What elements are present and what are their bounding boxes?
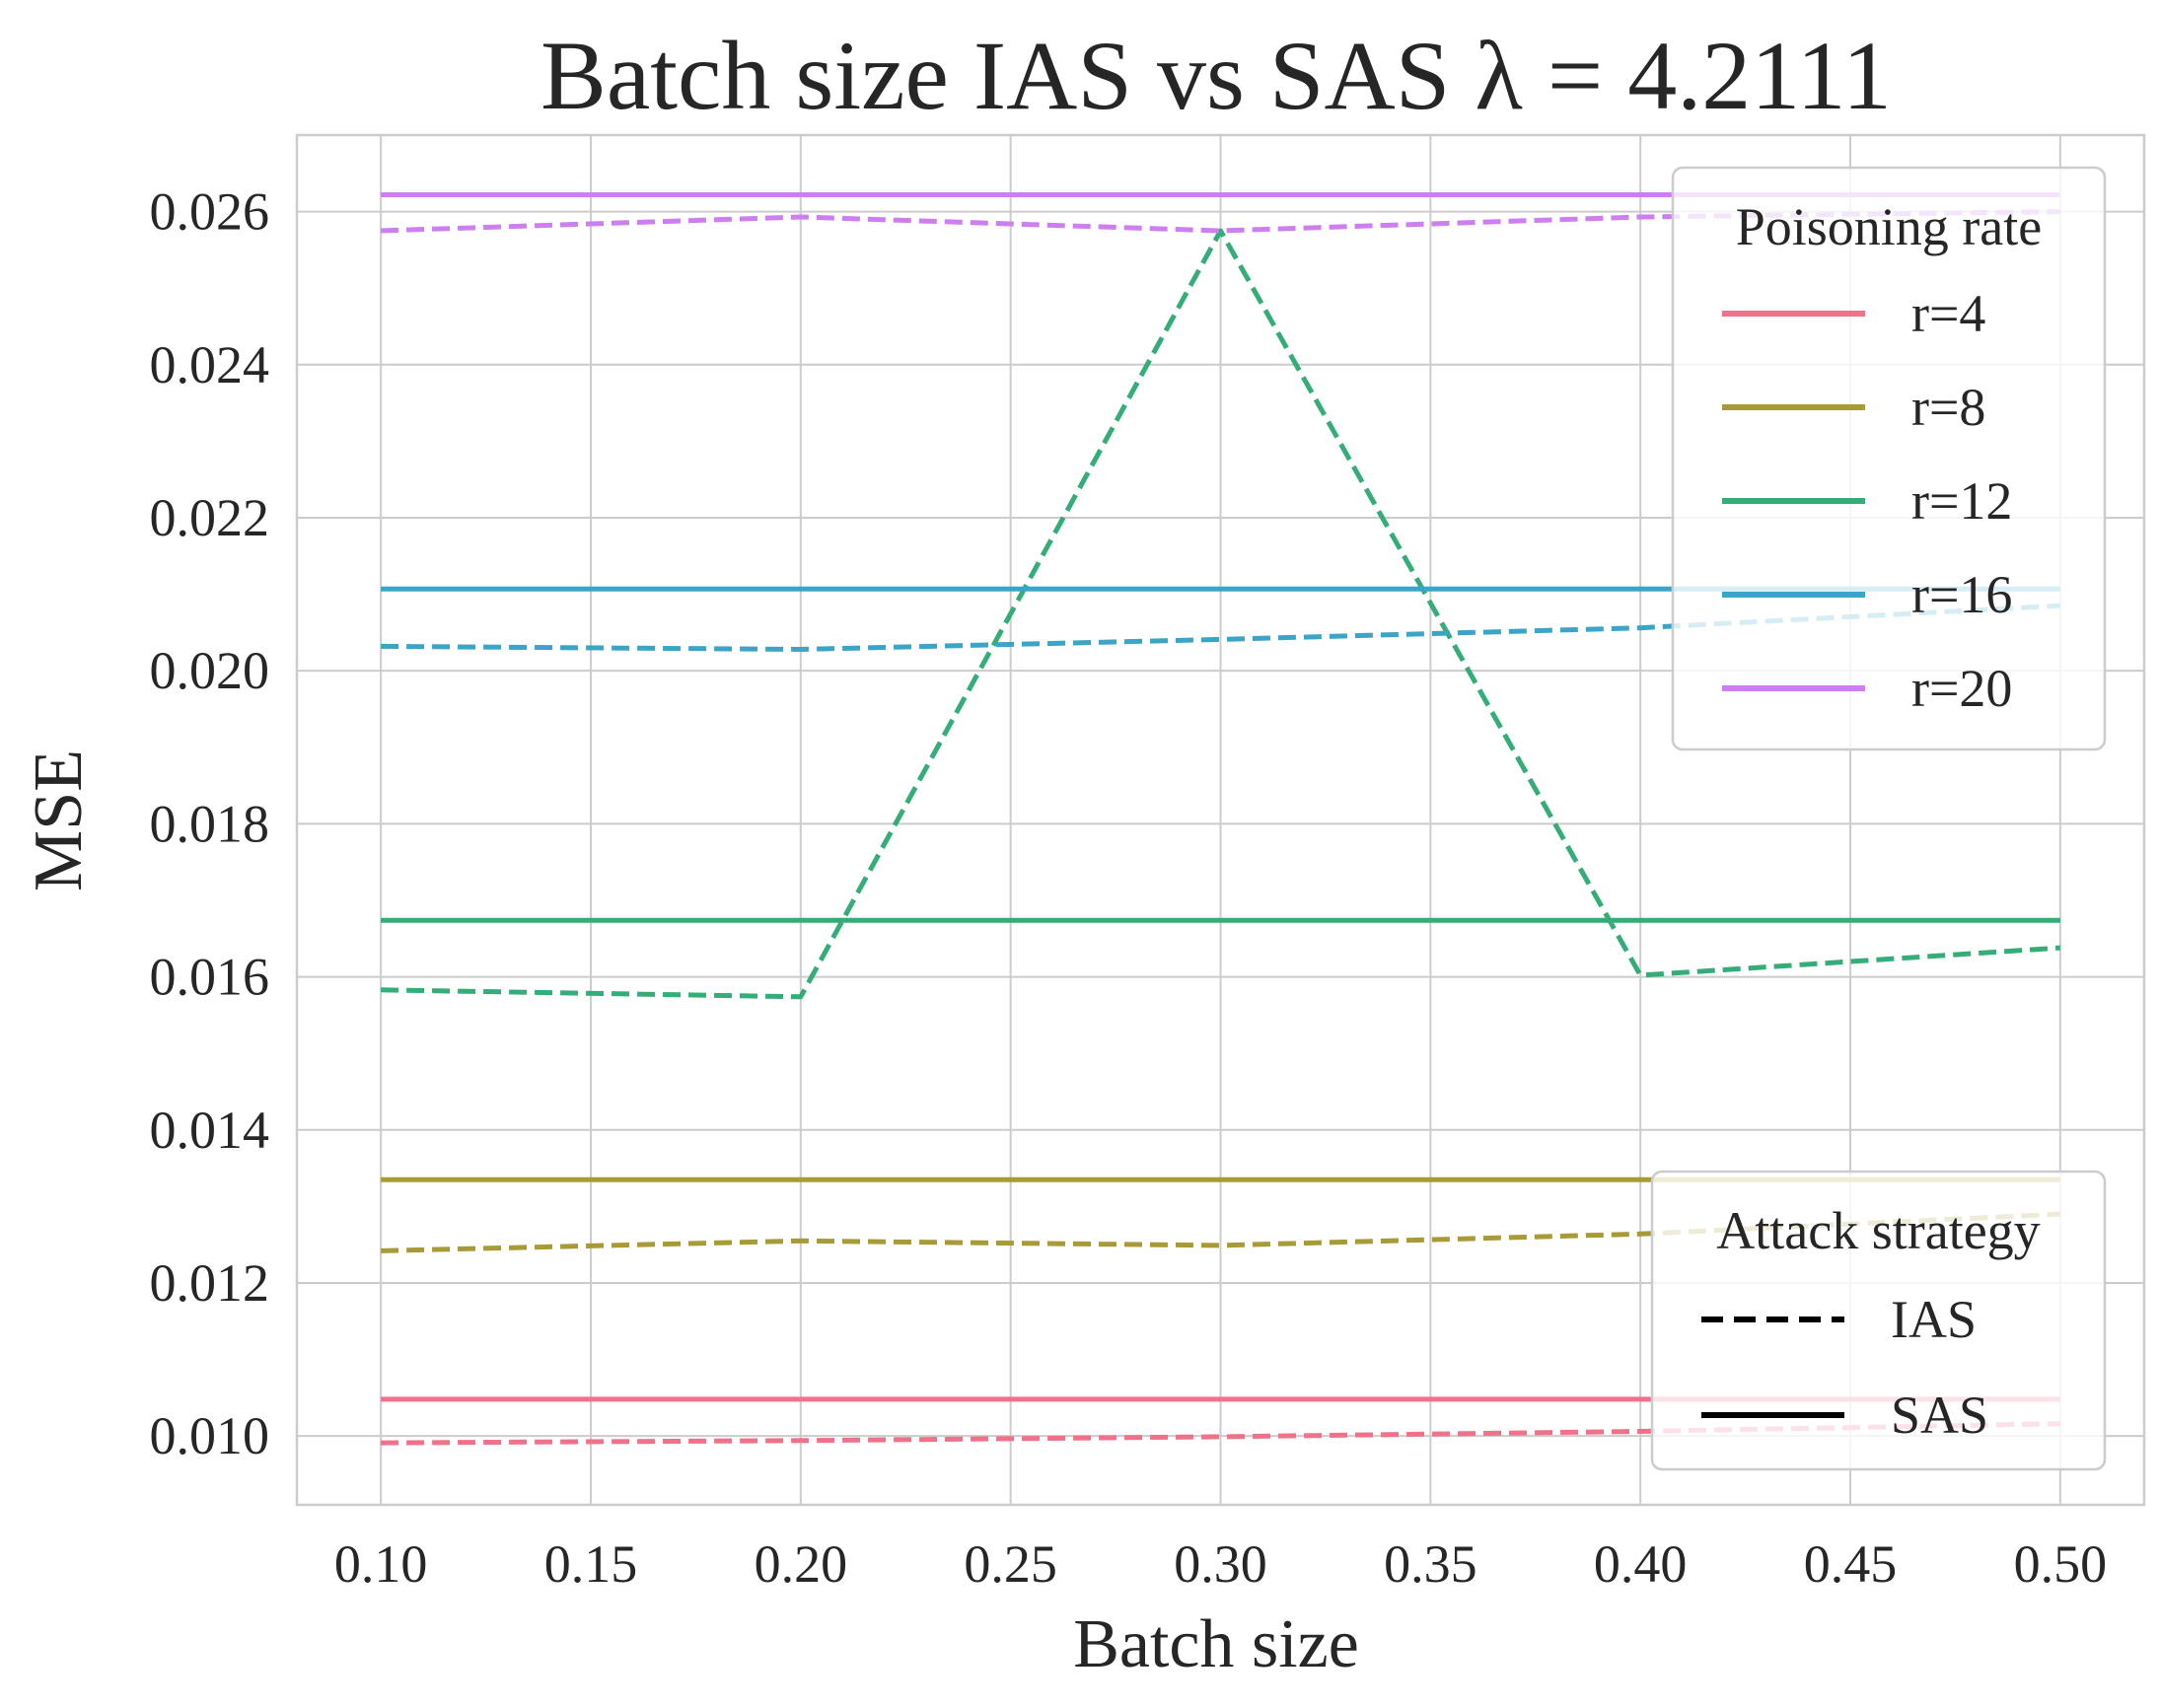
y-tick-label: 0.010 bbox=[150, 1406, 270, 1465]
x-tick-label: 0.50 bbox=[2014, 1534, 2108, 1594]
legend-label: SAS bbox=[1891, 1386, 1988, 1445]
legend-poisoning-rate: Poisoning rate r=4 r=8 r=12 r=16 r=20 bbox=[1671, 166, 2107, 751]
y-tick-label: 0.012 bbox=[150, 1253, 270, 1313]
legend-label: r=16 bbox=[1911, 565, 2012, 624]
x-tick-label: 0.10 bbox=[334, 1534, 428, 1594]
x-tick-label: 0.45 bbox=[1804, 1534, 1898, 1594]
series-line-r12-ias bbox=[381, 228, 2061, 1000]
y-tick-label: 0.026 bbox=[150, 182, 270, 242]
legend-label: r=8 bbox=[1911, 378, 1985, 437]
chart-title: Batch size IAS vs SAS λ = 4.2111 bbox=[540, 21, 1892, 130]
legend-label: r=12 bbox=[1911, 471, 2012, 531]
y-axis-label: MSE bbox=[21, 749, 97, 891]
legend-label: r=4 bbox=[1911, 284, 1985, 343]
legend-box bbox=[1650, 1170, 2107, 1471]
y-tick-label: 0.020 bbox=[150, 641, 270, 700]
plot-frame bbox=[295, 133, 2146, 1507]
x-tick-label: 0.25 bbox=[964, 1534, 1057, 1594]
y-tick-label: 0.022 bbox=[150, 488, 270, 547]
x-axis-label: Batch size bbox=[1073, 1606, 1359, 1682]
y-tick-label: 0.014 bbox=[150, 1101, 270, 1160]
x-tick-label: 0.30 bbox=[1174, 1534, 1267, 1594]
x-tick-label: 0.20 bbox=[755, 1534, 848, 1594]
legend-title: Attack strategy bbox=[1716, 1201, 2040, 1260]
legend-attack-strategy: Attack strategy IAS SAS bbox=[1650, 1170, 2107, 1471]
y-tick-label: 0.024 bbox=[150, 335, 270, 394]
x-tick-label: 0.40 bbox=[1594, 1534, 1688, 1594]
x-tick-label: 0.15 bbox=[544, 1534, 638, 1594]
y-tick-label: 0.016 bbox=[150, 948, 270, 1007]
legend-label: IAS bbox=[1891, 1290, 1977, 1349]
legend-layer: Poisoning rate r=4 r=8 r=12 r=16 r=20 Attack s… bbox=[1650, 166, 2107, 1471]
x-tick-label: 0.35 bbox=[1384, 1534, 1477, 1594]
legend-title: Poisoning rate bbox=[1736, 197, 2042, 256]
legend-label: r=20 bbox=[1911, 659, 2012, 718]
tick-labels: 0.10 0.15 0.20 0.25 0.30 0.35 0.40 0.45 0.50 0.01… bbox=[150, 182, 2108, 1594]
y-tick-label: 0.018 bbox=[150, 794, 270, 853]
